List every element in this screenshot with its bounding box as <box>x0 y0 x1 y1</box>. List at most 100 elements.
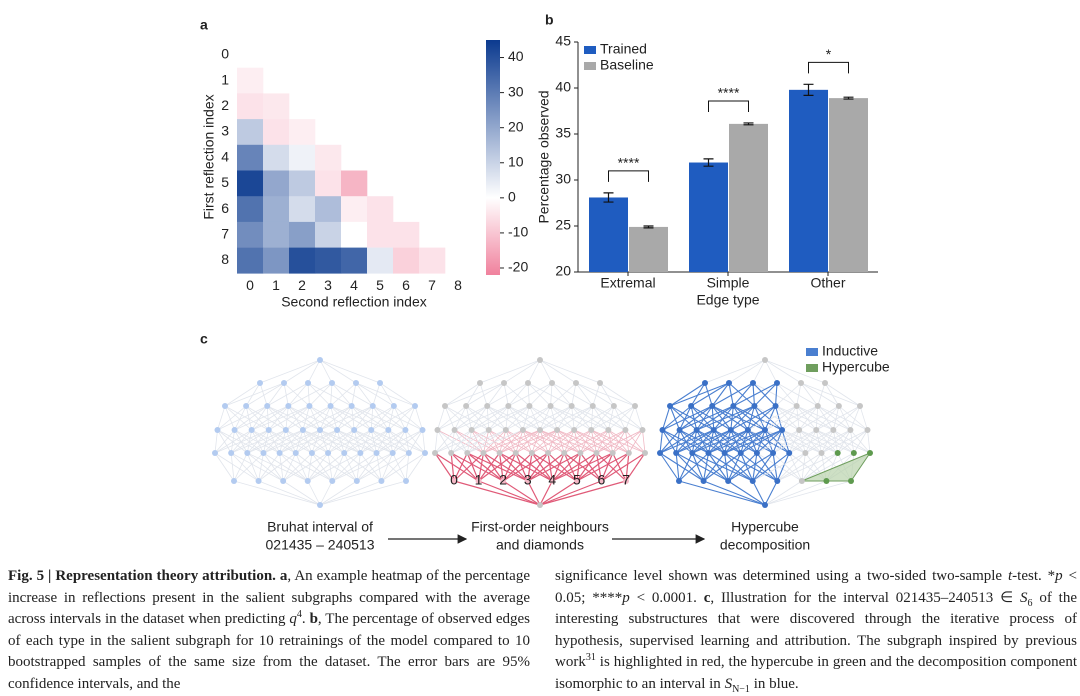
graph-node <box>762 357 768 363</box>
graph-edge <box>224 382 261 407</box>
graph-edge <box>330 382 357 407</box>
graph-node <box>847 427 854 433</box>
diamond-label: 7 <box>622 472 630 488</box>
graph-edge <box>245 405 287 431</box>
legend-label: Inductive <box>822 343 878 359</box>
graph-edge <box>483 452 529 482</box>
graph-edge <box>573 405 594 431</box>
graph-edge <box>370 405 395 431</box>
graph-node <box>357 450 364 456</box>
graph-edge <box>263 452 284 482</box>
graph-edge <box>550 405 575 431</box>
graph-node <box>348 403 355 409</box>
graph-edge <box>815 405 840 431</box>
graph-node <box>512 450 519 456</box>
x-tick-label: Extremal <box>600 275 655 291</box>
graph-edge <box>527 452 565 482</box>
graph-edge <box>539 429 565 454</box>
graph-edge <box>486 405 524 431</box>
graph-edge <box>503 382 530 407</box>
graph-node <box>709 403 716 409</box>
graph-edge <box>471 405 509 431</box>
graph-node <box>329 478 336 484</box>
caption-text: 6 <box>1027 597 1033 609</box>
graph-node <box>525 380 531 386</box>
graph-edge <box>344 429 389 454</box>
graph-edge <box>258 480 321 506</box>
graph-node <box>231 427 238 433</box>
graph-edge <box>379 382 416 407</box>
graph-edge <box>592 405 643 431</box>
graph-edge <box>330 382 333 407</box>
heatmap-cell <box>237 119 264 146</box>
graph-edge <box>776 452 790 482</box>
graph-edge <box>661 405 671 431</box>
significance-bracket <box>608 170 649 182</box>
graph-edge <box>247 429 287 454</box>
graph-edge <box>576 452 630 482</box>
graph-node <box>403 478 409 484</box>
graph-edge <box>747 405 755 431</box>
graph-node <box>368 427 375 433</box>
graph-edge <box>245 405 253 431</box>
graph-edge <box>437 405 446 431</box>
graph-edge <box>217 405 247 431</box>
graph-edge <box>319 480 333 506</box>
graph-node <box>389 450 396 456</box>
graph-edge <box>245 382 261 407</box>
graph-edge <box>437 429 468 454</box>
caption-text: in blue. <box>749 675 799 692</box>
graph-node <box>505 403 512 409</box>
graph-edge <box>529 405 575 431</box>
graph-edge <box>356 452 361 482</box>
graph-edge <box>824 382 861 407</box>
graph-edge <box>708 452 729 482</box>
diamond-label: 4 <box>548 472 556 488</box>
y-tick-label: 0 <box>221 46 229 62</box>
graph-edge <box>539 405 593 431</box>
graph-node <box>496 450 503 456</box>
graph-edge <box>307 382 352 407</box>
panel-label: b <box>545 12 554 28</box>
graph-edge <box>266 405 270 431</box>
graph-edge <box>592 405 626 431</box>
graph-edge <box>285 405 331 431</box>
caption-text: p <box>1055 568 1063 584</box>
graph-edge <box>360 452 382 482</box>
graph-edge <box>503 382 509 407</box>
graph-node <box>571 427 578 433</box>
graph-edge <box>728 382 755 407</box>
graph-edge <box>522 405 551 431</box>
graph-edge <box>740 429 783 454</box>
caption-text: q <box>289 611 297 628</box>
graph-edge <box>285 405 310 431</box>
graph-edge <box>788 429 817 454</box>
y-tick-label: 3 <box>221 123 229 139</box>
graph-node <box>385 427 392 433</box>
graph-edge <box>576 452 614 482</box>
graph-node <box>276 450 283 456</box>
graph-edge <box>319 359 333 384</box>
legend-label: Baseline <box>600 57 654 73</box>
heatmap-cell <box>341 221 368 248</box>
graph-edge <box>343 452 358 482</box>
graph-edge <box>353 405 395 431</box>
graph-edge <box>471 405 488 431</box>
graph-edge <box>319 480 382 506</box>
graph-edge <box>381 452 410 482</box>
graph-edge <box>592 405 609 431</box>
graph-edge <box>319 359 381 384</box>
graph-edge <box>251 405 289 431</box>
graph-edge <box>405 452 426 482</box>
bar <box>689 162 728 272</box>
graph-edge <box>703 452 742 482</box>
y-tick-label: 4 <box>221 148 229 164</box>
x-tick-label: 5 <box>376 277 384 293</box>
bar <box>629 226 668 272</box>
graph-edge <box>556 405 594 431</box>
graph-node <box>317 427 323 433</box>
graph-edge <box>488 405 509 431</box>
graph-edge <box>283 382 310 407</box>
caption-text: t <box>1007 568 1013 584</box>
graph-edge <box>764 480 803 506</box>
